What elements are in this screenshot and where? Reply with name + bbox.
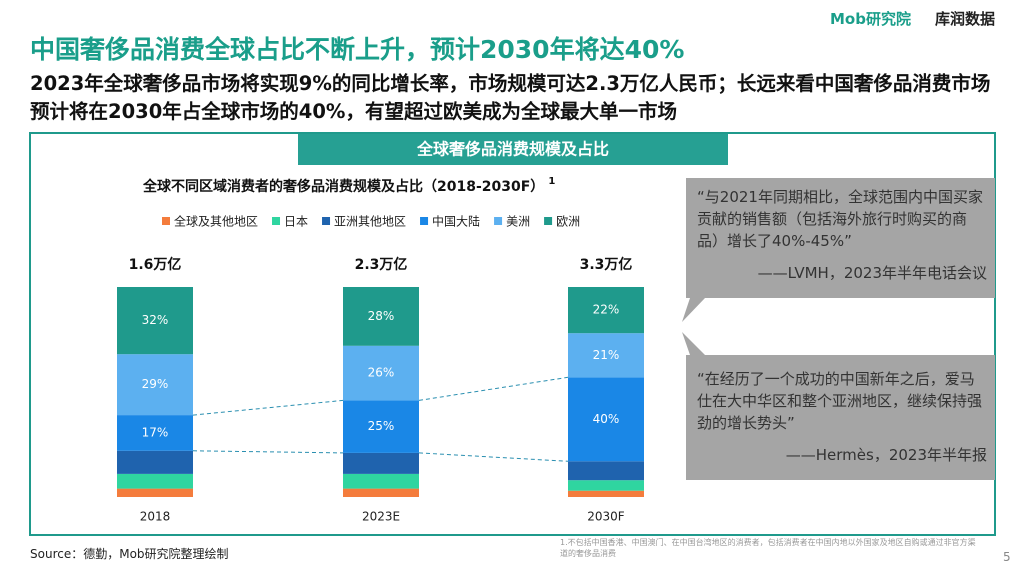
total-label: 2.3万亿	[355, 256, 408, 273]
section-title: 全球奢侈品消费规模及占比	[416, 140, 609, 159]
connector	[418, 376, 569, 401]
x-tick-label: 2023E	[362, 510, 400, 524]
bar-segment	[343, 488, 419, 497]
bar-segment	[568, 333, 644, 378]
bar-segment	[343, 345, 419, 401]
data-label: 28%	[368, 309, 395, 323]
data-label: 40%	[593, 412, 620, 426]
bar-segment	[568, 287, 644, 334]
data-label: 26%	[368, 366, 395, 380]
legend-label: 美洲	[506, 215, 530, 229]
bar-segment	[117, 473, 193, 489]
bar-segment	[117, 415, 193, 451]
bar-segment	[343, 287, 419, 346]
legend-label: 全球及其他地区	[174, 214, 258, 229]
bar-segment	[343, 452, 419, 474]
logo: Mob研究院	[830, 10, 911, 28]
bar-segment	[568, 461, 644, 481]
page-number: 5	[1003, 550, 1011, 564]
connector	[192, 450, 344, 454]
data-label: 22%	[593, 303, 620, 317]
data-label: 29%	[142, 377, 169, 391]
source: Source：德勤，Mob研究院整理绘制	[30, 547, 229, 561]
bar-segment	[117, 488, 193, 497]
x-tick-label: 2018	[140, 510, 171, 524]
bar-segment	[343, 473, 419, 489]
bar-segment	[117, 354, 193, 416]
connector	[192, 399, 344, 416]
bar-segment	[568, 490, 644, 497]
legend-label: 中国大陆	[432, 214, 480, 229]
data-label: 25%	[368, 419, 395, 433]
bar-segment	[343, 400, 419, 453]
total-label: 1.6万亿	[129, 256, 182, 273]
logo: 库润数据	[935, 10, 996, 28]
total-label: 3.3万亿	[580, 256, 633, 273]
legend-swatch	[420, 217, 429, 225]
legend-swatch	[272, 217, 281, 225]
bar-segment	[568, 377, 644, 462]
legend-label: 亚洲其他地区	[334, 215, 406, 229]
bar-segment	[568, 480, 644, 491]
data-label: 21%	[593, 348, 620, 362]
legend-label: 日本	[284, 215, 308, 229]
legend-swatch	[544, 217, 553, 225]
footnote: 1.不包括中国香港、中国澳门、在中国台湾地区的消费者，包括消费者在中国内地以外国…	[560, 538, 976, 558]
data-label: 32%	[142, 313, 169, 327]
section-bar	[298, 134, 728, 165]
chart-title: 全球不同区域消费者的奢侈品消费规模及占比（2018-2030F）	[142, 178, 544, 195]
footnote-mark: 1	[548, 176, 555, 187]
quote-text: “与2021年同期相比，全球范围内中国买家贡献的销售额（包括海外旅行时购买的商品…	[697, 188, 983, 250]
bar-segment	[117, 450, 193, 474]
slide-title: 中国奢侈品消费全球占比不断上升，预计2030年将达40%	[30, 35, 685, 64]
quote: “与2021年同期相比，全球范围内中国买家贡献的销售额（包括海外旅行时购买的商品…	[697, 186, 987, 284]
legend-label: 欧洲	[556, 215, 580, 229]
quote-box	[682, 332, 995, 480]
quote-box	[682, 178, 995, 322]
x-tick-label: 2030F	[587, 510, 625, 524]
plot: 全球及其他地区 日本 亚洲其他地区 中国大陆 美洲 欧洲 17% 29% 32% 1.6万亿 201…	[117, 214, 644, 524]
bar-segment	[117, 287, 193, 355]
data-label: 17%	[142, 425, 169, 439]
legend-swatch	[162, 217, 170, 225]
quote-text: “在经历了一个成功的中国新年之后，爱马仕在大中华区和整个亚洲地区，继续保持强劲的…	[697, 370, 983, 432]
quote-source: ——LVMH，2023年半年电话会议	[757, 264, 987, 282]
quote-source: ——Hermès，2023年半年报	[785, 446, 987, 464]
connector	[418, 452, 569, 462]
slide-subtitle: 2023年全球奢侈品市场将实现9%的同比增长率，市场规模可达2.3万亿人民币；长…	[30, 72, 991, 123]
legend-swatch	[494, 217, 503, 225]
quote: “在经历了一个成功的中国新年之后，爱马仕在大中华区和整个亚洲地区，继续保持强劲的…	[697, 368, 987, 466]
frame	[29, 132, 996, 536]
legend-swatch	[322, 217, 331, 225]
